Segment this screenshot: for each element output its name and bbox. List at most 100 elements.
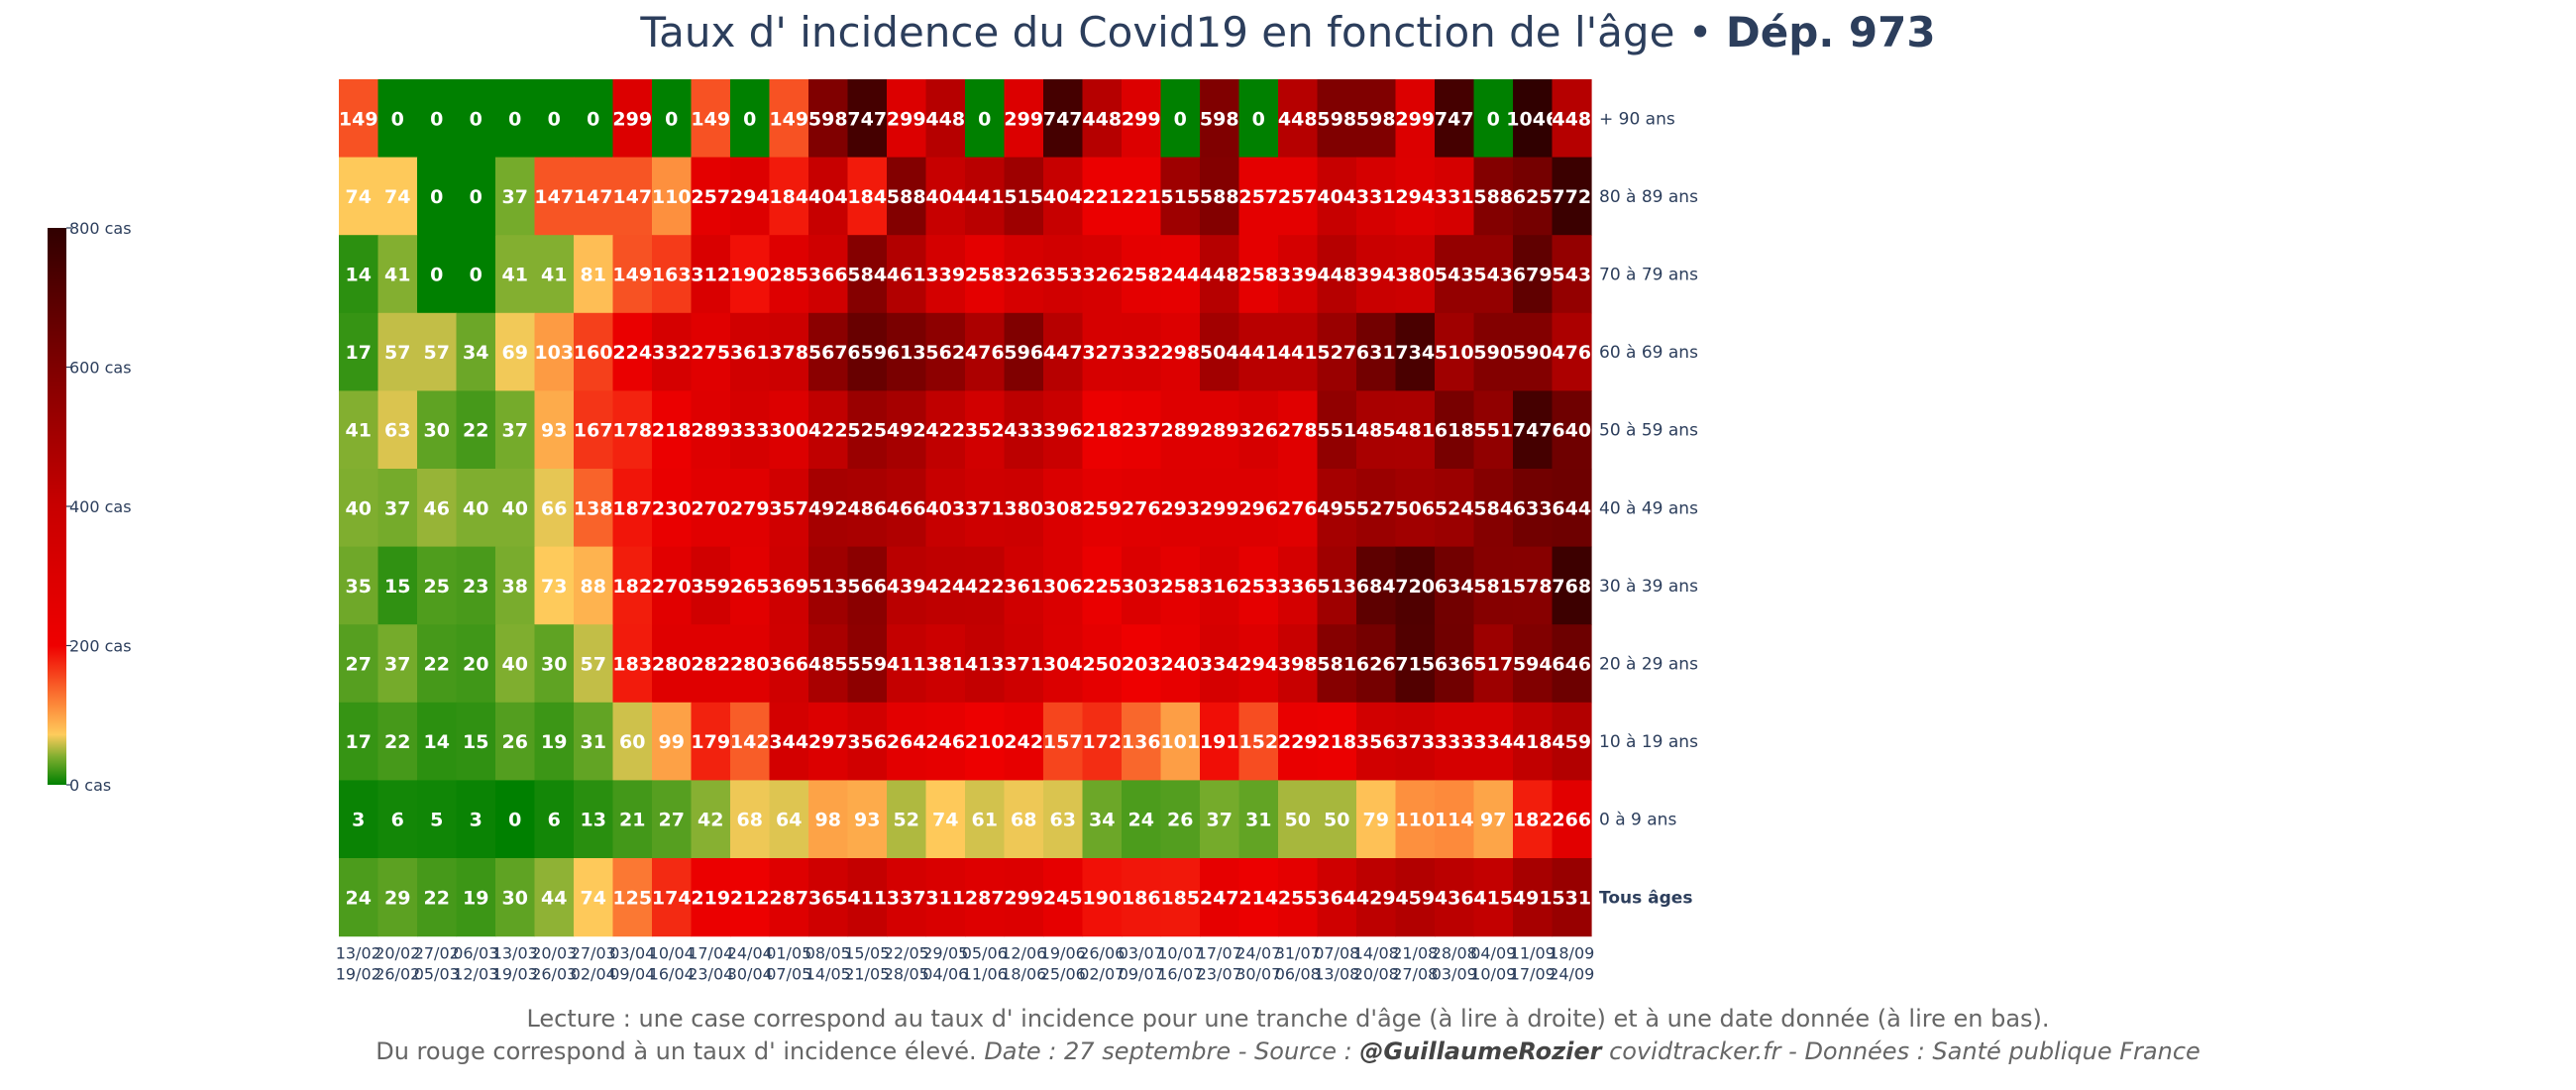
heatmap-cell: [1200, 546, 1240, 625]
heatmap-cell: [1395, 780, 1436, 859]
heatmap-cell: [574, 624, 614, 704]
cell-value-label: 294: [1238, 654, 1278, 676]
cell-value-label: 229: [1278, 731, 1318, 753]
heatmap-cell: [1200, 858, 1240, 937]
heatmap-cell: [965, 79, 1006, 159]
cell-value-label: 433: [1004, 420, 1043, 442]
heatmap-cell: [339, 702, 379, 781]
heatmap-cell: [808, 79, 849, 159]
cell-value-label: 182: [1513, 810, 1553, 831]
cell-value-label: 174: [652, 887, 692, 909]
heatmap-cell: [847, 702, 888, 781]
heatmap-cell: [769, 235, 809, 314]
column-label-start: 08/05: [805, 944, 851, 963]
heatmap-cell: [1473, 780, 1514, 859]
cell-value-label: 74: [384, 186, 410, 208]
heatmap-cell: [1395, 79, 1436, 159]
heatmap-cell: [887, 702, 927, 781]
cell-value-label: 304: [1043, 654, 1083, 676]
cell-value-label: 203: [1122, 654, 1161, 676]
cell-value-label: 147: [612, 186, 652, 208]
heatmap-cell: [1004, 312, 1044, 391]
heatmap-cell: [495, 390, 536, 470]
cell-value-label: 299: [612, 108, 652, 130]
cell-value-label: 230: [652, 497, 692, 519]
heatmap-cell: [495, 546, 536, 625]
cell-value-label: 404: [808, 186, 848, 208]
heatmap-cell: [574, 390, 614, 470]
cell-value-label: 327: [1082, 342, 1122, 364]
heatmap-cell: [1278, 469, 1319, 548]
heatmap-cell: [769, 546, 809, 625]
heatmap-cell: [1552, 780, 1592, 859]
heatmap-cell: [1552, 157, 1592, 236]
cell-value-label: 359: [691, 576, 730, 598]
heatmap-cell: [847, 312, 888, 391]
cell-value-label: 515: [1160, 186, 1200, 208]
cell-value-label: 590: [1513, 342, 1553, 364]
cell-value-label: 543: [1473, 265, 1513, 286]
cell-value-label: 380: [1004, 497, 1043, 519]
cell-value-label: 41: [384, 265, 410, 286]
heatmap-cell: [1356, 157, 1397, 236]
cell-value-label: 747: [847, 108, 887, 130]
heatmap-cell: [652, 157, 693, 236]
heatmap-cell: [1317, 157, 1357, 236]
cell-value-label: 0: [430, 108, 443, 130]
column-label-start: 13/03: [492, 944, 538, 963]
heatmap-cell: [1160, 390, 1201, 470]
heatmap-cell: [1082, 235, 1123, 314]
cell-value-label: 504: [1200, 342, 1239, 364]
cell-value-label: 720: [1395, 576, 1435, 598]
cell-value-label: 186: [1122, 887, 1161, 909]
cell-value-label: 6: [391, 810, 404, 831]
cell-value-label: 331: [1356, 186, 1396, 208]
heatmap-cell: [1082, 79, 1123, 159]
cell-value-label: 14: [346, 265, 372, 286]
heatmap-cell: [1278, 157, 1319, 236]
cell-value-label: 339: [925, 265, 965, 286]
cell-value-label: 584: [1473, 497, 1513, 519]
cell-value-label: 543: [1435, 265, 1474, 286]
heatmap-cell: [769, 469, 809, 548]
heatmap-cell: [1043, 702, 1084, 781]
heatmap-cell: [1473, 79, 1514, 159]
cell-value-label: 266: [1552, 810, 1591, 831]
heatmap-cell: [495, 79, 536, 159]
cell-value-label: 0: [978, 108, 991, 130]
heatmap-cell: [925, 546, 966, 625]
heatmap-cell: [417, 312, 458, 391]
row-label: 10 à 19 ans: [1599, 732, 1698, 752]
heatmap-cell: [417, 624, 458, 704]
cell-value-label: 125: [612, 887, 652, 909]
heatmap-cell: [534, 312, 575, 391]
heatmap-cell: [925, 157, 966, 236]
cell-value-label: 476: [965, 342, 1005, 364]
heatmap-cell: [769, 624, 809, 704]
heatmap-cell: [534, 390, 575, 470]
heatmap-cell: [730, 858, 771, 937]
column-label-start: 06/03: [453, 944, 498, 963]
heatmap-cell: [612, 312, 653, 391]
heatmap-cell: [847, 469, 888, 548]
heatmap-cell: [1356, 624, 1397, 704]
heatmap-cell: [1082, 624, 1123, 704]
heatmap-cell: [1513, 157, 1554, 236]
heatmap-cell: [691, 235, 731, 314]
heatmap-cell: [1004, 157, 1044, 236]
heatmap-cell: [925, 858, 966, 937]
column-label-start: 27/02: [414, 944, 460, 963]
heatmap-cell: [1513, 469, 1554, 548]
cell-value-label: 308: [1043, 497, 1083, 519]
cell-value-label: 257: [1238, 186, 1278, 208]
cell-value-label: 149: [769, 108, 808, 130]
cell-value-label: 413: [965, 654, 1005, 676]
cell-value-label: 476: [1552, 342, 1591, 364]
cell-value-label: 394: [1356, 265, 1396, 286]
heatmap-cell: [1122, 157, 1162, 236]
cell-value-label: 366: [769, 654, 808, 676]
cell-value-label: 30: [541, 654, 567, 676]
heatmap-cell: [1160, 235, 1201, 314]
heatmap-cell: [1435, 858, 1475, 937]
heatmap-cell: [1160, 546, 1201, 625]
